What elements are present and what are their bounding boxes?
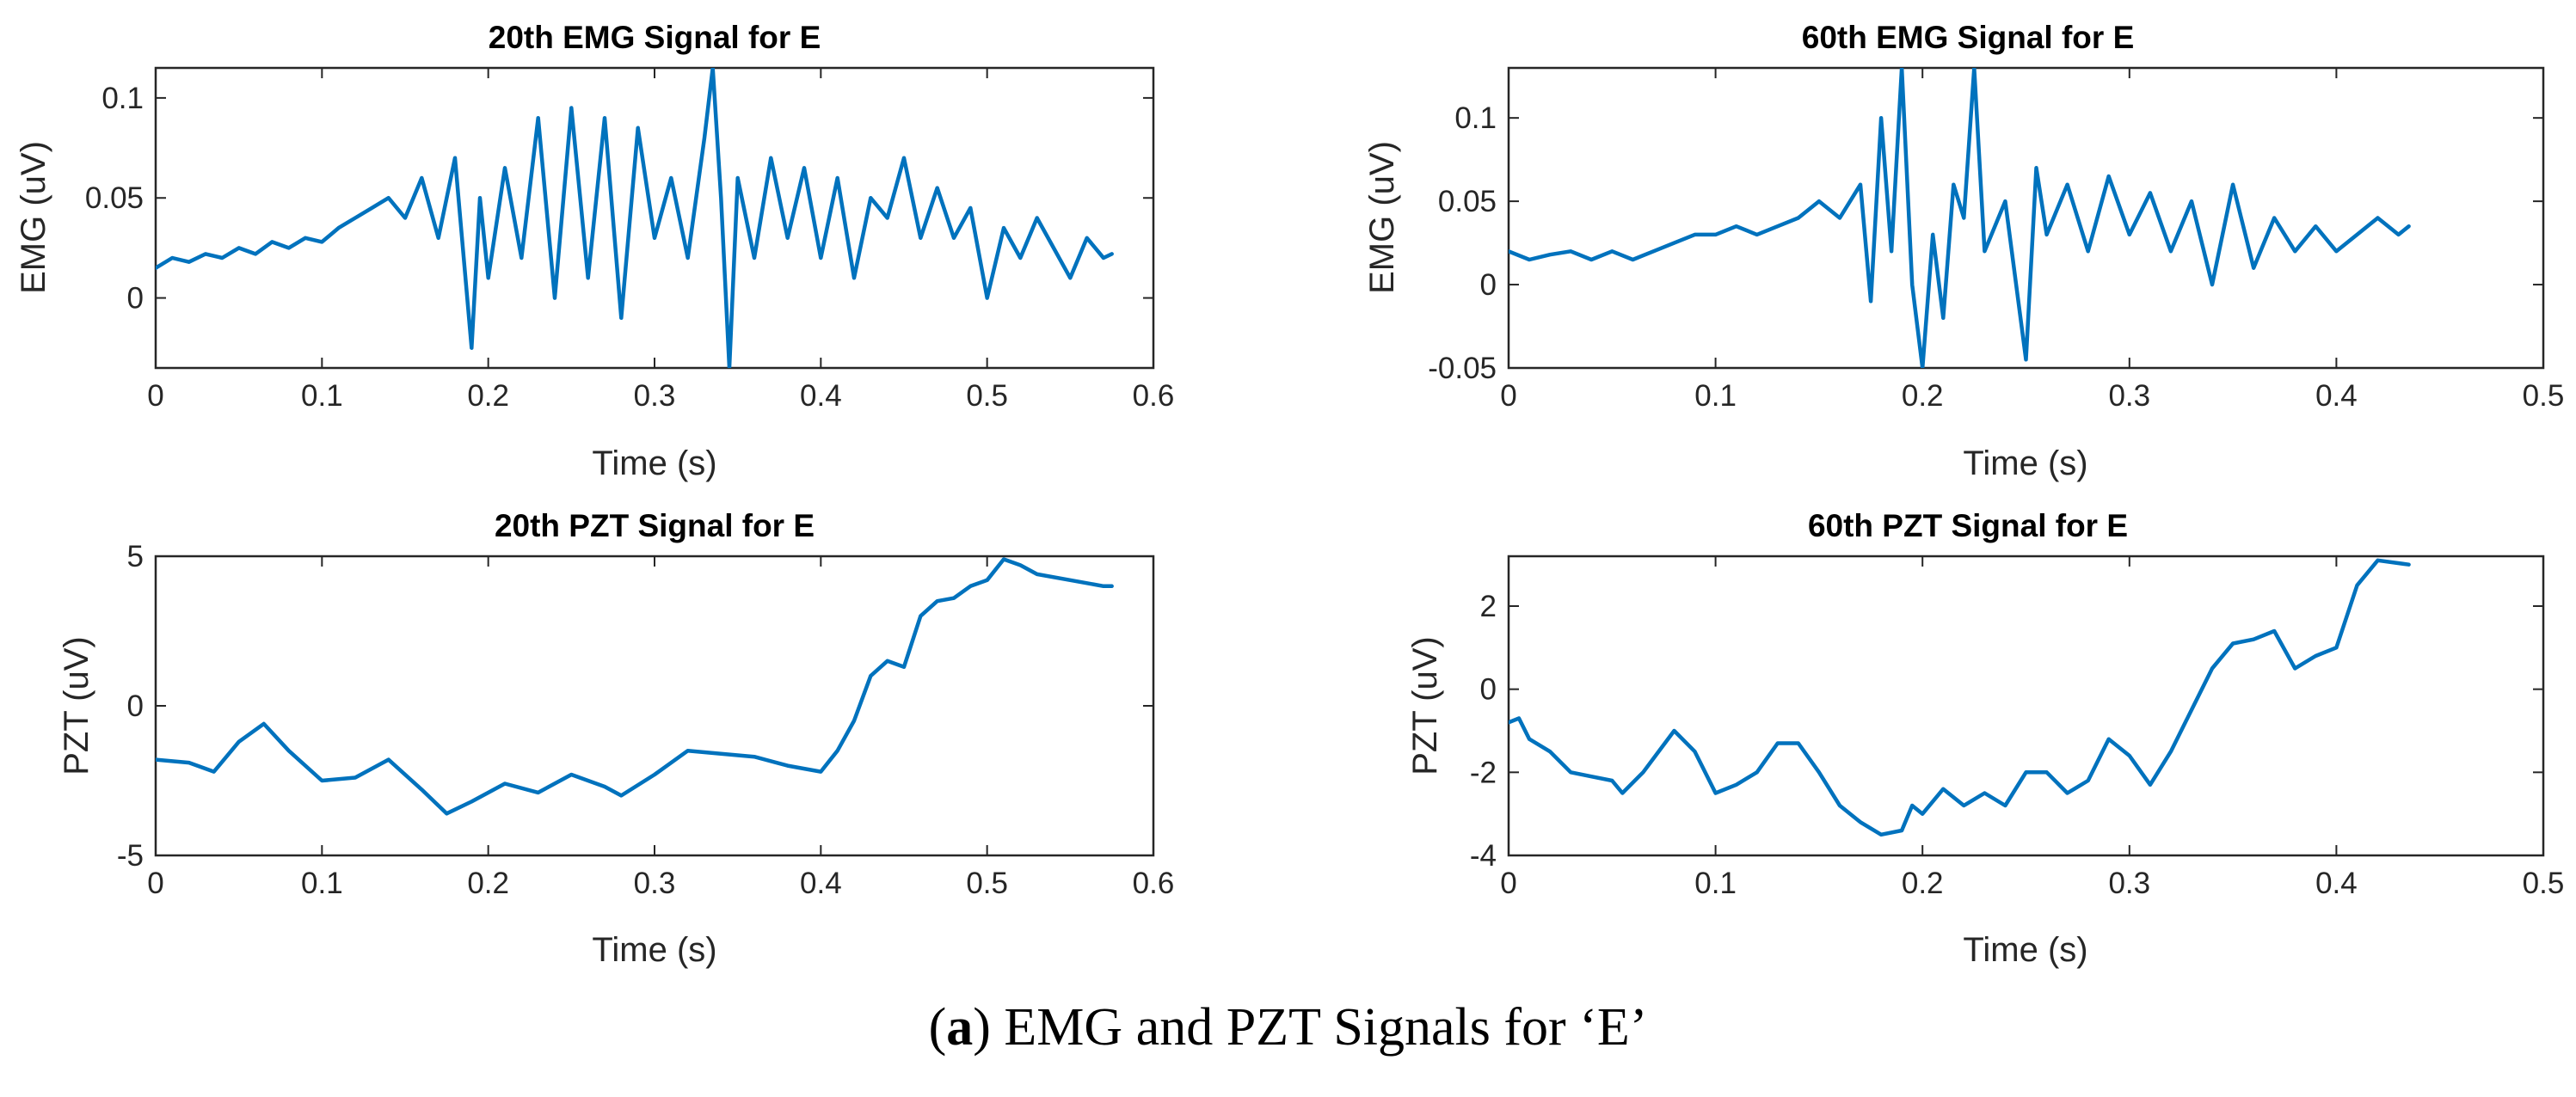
y-tick-label: 0 <box>127 689 144 723</box>
series-line-pzt <box>156 557 1114 816</box>
y-tick-label: 0 <box>1480 673 1497 707</box>
caption-text: ) EMG and PZT Signals for ‘E’ <box>973 998 1648 1057</box>
x-tick-label: 0.2 <box>1902 379 1944 413</box>
x-tick-label: 0.5 <box>966 379 1008 413</box>
caption-open: ( <box>928 998 947 1057</box>
panel-emg60: 60th EMG Signal for E Time (s) EMG (uV) … <box>1363 20 2564 482</box>
plot-area <box>1507 66 2545 370</box>
x-tick-label: 0.4 <box>2315 379 2358 413</box>
x-tick-label: 0.5 <box>2523 379 2565 413</box>
x-tick-label: 0.6 <box>1133 867 1175 900</box>
x-axis-label: Time (s) <box>1963 931 2087 969</box>
series-line-pzt <box>1509 558 2411 837</box>
y-tick-label: -5 <box>117 839 144 873</box>
x-tick-label: 0.1 <box>1694 379 1737 413</box>
series-line-emg <box>156 68 1114 368</box>
x-axis-label: Time (s) <box>592 931 716 969</box>
y-tick-label: 0 <box>1480 268 1497 302</box>
x-tick-label: 0.3 <box>2108 379 2150 413</box>
y-tick-label: 0.1 <box>101 82 144 115</box>
chart-title: 20th PZT Signal for E <box>495 508 815 543</box>
x-tick-label: 0.2 <box>467 379 509 413</box>
chart-title: 60th PZT Signal for E <box>1808 508 2128 543</box>
plot-area <box>154 555 1155 857</box>
x-tick-label: 0.1 <box>1694 867 1737 900</box>
y-tick-label: 0.05 <box>85 181 144 215</box>
y-tick-label: -2 <box>1470 756 1497 789</box>
x-tick-label: 0.4 <box>2315 867 2358 900</box>
x-tick-label: 0.6 <box>1133 379 1175 413</box>
plot-area <box>154 66 1155 370</box>
x-tick-label: 0 <box>147 867 163 900</box>
figure-caption: (a) EMG and PZT Signals for ‘E’ <box>0 997 2576 1058</box>
y-axis-label: PZT (uV) <box>1406 636 1444 775</box>
y-axis-label: EMG (uV) <box>1363 141 1401 294</box>
series-line-emg <box>1509 68 2411 368</box>
y-tick-label: 0 <box>127 282 144 316</box>
y-axis-label: PZT (uV) <box>58 636 95 775</box>
plot-area <box>1507 555 2545 857</box>
y-axis-label: EMG (uV) <box>15 141 52 294</box>
x-tick-label: 0.1 <box>301 379 343 413</box>
x-axis-label: Time (s) <box>592 444 716 482</box>
x-tick-label: 0.4 <box>800 867 842 900</box>
y-tick-label: -4 <box>1470 839 1497 873</box>
x-tick-label: 0.2 <box>1902 867 1944 900</box>
caption-letter: a <box>946 998 974 1057</box>
y-tick-label: 0.1 <box>1454 101 1497 135</box>
y-tick-label: 5 <box>127 540 144 573</box>
chart-title: 20th EMG Signal for E <box>489 20 821 55</box>
x-tick-label: 0.5 <box>2523 867 2565 900</box>
panel-pzt60: 60th PZT Signal for E Time (s) PZT (uV) … <box>1406 508 2564 969</box>
x-tick-label: 0.5 <box>966 867 1008 900</box>
y-tick-label: -0.05 <box>1428 352 1497 385</box>
x-tick-label: 0.3 <box>2108 867 2150 900</box>
panel-emg20: 20th EMG Signal for E Time (s) EMG (uV) … <box>15 20 1174 482</box>
x-tick-label: 0 <box>1500 379 1516 413</box>
x-tick-label: 0 <box>147 379 163 413</box>
x-tick-label: 0.2 <box>467 867 509 900</box>
x-tick-label: 0.3 <box>634 379 676 413</box>
y-tick-label: 2 <box>1480 590 1497 623</box>
chart-title: 60th EMG Signal for E <box>1802 20 2135 55</box>
x-tick-label: 0 <box>1500 867 1516 900</box>
panel-pzt20: 20th PZT Signal for E Time (s) PZT (uV) … <box>58 508 1174 969</box>
x-tick-label: 0.1 <box>301 867 343 900</box>
x-axis-label: Time (s) <box>1963 444 2087 482</box>
y-tick-label: 0.05 <box>1438 185 1497 218</box>
x-tick-label: 0.4 <box>800 379 842 413</box>
x-tick-label: 0.3 <box>634 867 676 900</box>
